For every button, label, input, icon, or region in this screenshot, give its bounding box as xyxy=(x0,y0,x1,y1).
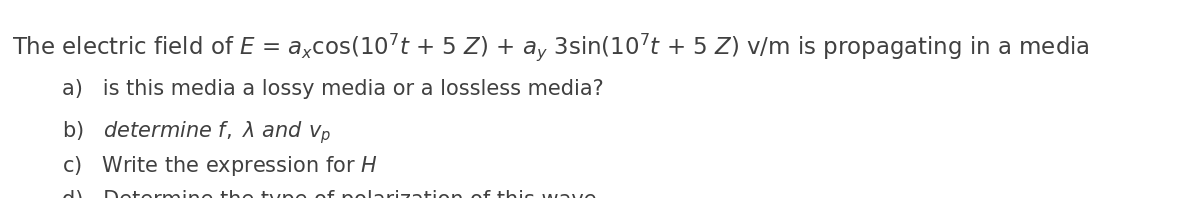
Text: a)   is this media a lossy media or a lossless media?: a) is this media a lossy media or a loss… xyxy=(62,79,604,99)
Text: b)   $\mathit{determine\ f,\ \lambda\ and\ v_p}$: b) $\mathit{determine\ f,\ \lambda\ and\… xyxy=(62,119,331,146)
Text: d)   Determine the type of polarization of this wave: d) Determine the type of polarization of… xyxy=(62,190,598,198)
Text: The electric field of $\mathit{E}$ = $\mathit{a}_{x}$cos$(10^7\mathit{t}$ + 5 $\: The electric field of $\mathit{E}$ = $\m… xyxy=(12,32,1090,63)
Text: c)   Write the expression for $\mathit{H}$: c) Write the expression for $\mathit{H}$ xyxy=(62,154,378,178)
